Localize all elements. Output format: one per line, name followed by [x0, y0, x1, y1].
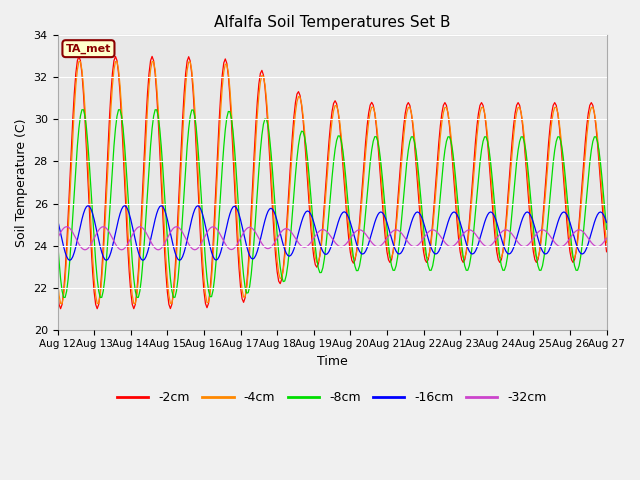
X-axis label: Time: Time: [317, 355, 348, 368]
Title: Alfalfa Soil Temperatures Set B: Alfalfa Soil Temperatures Set B: [214, 15, 451, 30]
Text: TA_met: TA_met: [66, 44, 111, 54]
Legend: -2cm, -4cm, -8cm, -16cm, -32cm: -2cm, -4cm, -8cm, -16cm, -32cm: [112, 386, 552, 409]
Y-axis label: Soil Temperature (C): Soil Temperature (C): [15, 118, 28, 247]
